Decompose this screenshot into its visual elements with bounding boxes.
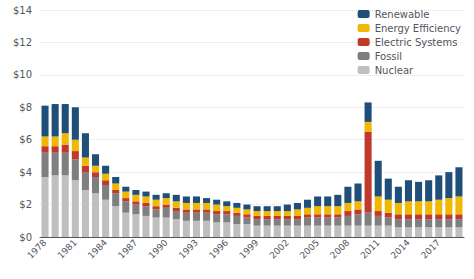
svg-text:Energy Efficiency: Energy Efficiency bbox=[375, 23, 461, 34]
svg-text:1981: 1981 bbox=[56, 237, 79, 260]
svg-text:$14: $14 bbox=[13, 5, 32, 16]
svg-text:$4: $4 bbox=[19, 167, 32, 178]
svg-text:Electric Systems: Electric Systems bbox=[375, 37, 458, 48]
svg-text:2014: 2014 bbox=[389, 237, 412, 260]
svg-text:1987: 1987 bbox=[116, 237, 139, 260]
svg-text:Nuclear: Nuclear bbox=[375, 65, 414, 76]
svg-text:2002: 2002 bbox=[268, 237, 291, 260]
svg-text:$8: $8 bbox=[19, 102, 32, 113]
svg-text:$6: $6 bbox=[19, 134, 32, 145]
svg-text:Fossil: Fossil bbox=[375, 51, 403, 62]
svg-text:1993: 1993 bbox=[177, 237, 200, 260]
svg-text:2008: 2008 bbox=[328, 237, 351, 260]
svg-text:$2: $2 bbox=[19, 199, 32, 210]
svg-text:2017: 2017 bbox=[419, 237, 442, 260]
svg-text:1978: 1978 bbox=[25, 237, 48, 260]
svg-text:1999: 1999 bbox=[237, 237, 260, 260]
svg-text:$12: $12 bbox=[13, 37, 32, 48]
svg-text:1984: 1984 bbox=[86, 237, 109, 260]
svg-text:$0: $0 bbox=[19, 232, 32, 243]
svg-text:Renewable: Renewable bbox=[375, 9, 430, 20]
svg-text:1996: 1996 bbox=[207, 237, 230, 260]
svg-text:2005: 2005 bbox=[298, 237, 321, 260]
svg-text:$10: $10 bbox=[13, 69, 32, 80]
svg-text:2011: 2011 bbox=[358, 237, 381, 260]
svg-text:1990: 1990 bbox=[146, 237, 169, 260]
